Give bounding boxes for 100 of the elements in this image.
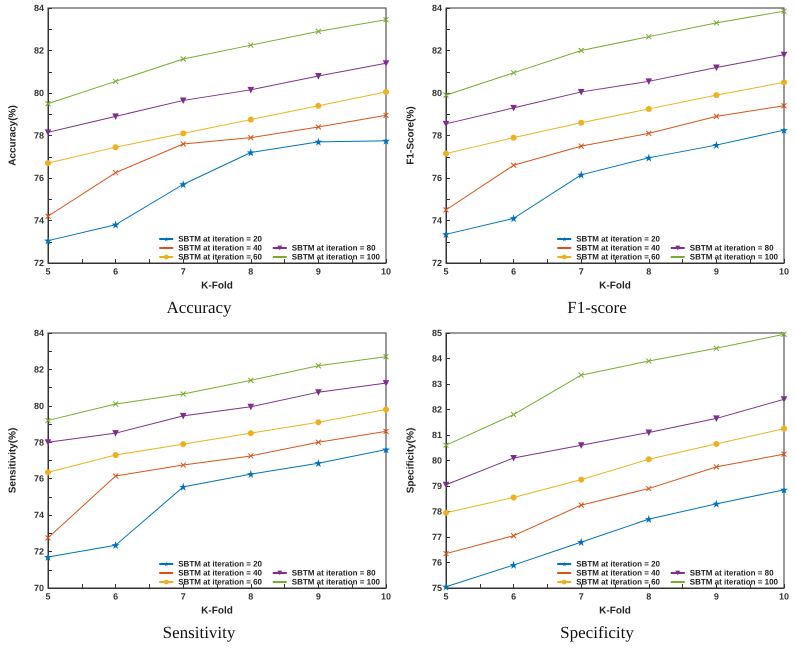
point bbox=[781, 79, 787, 86]
point bbox=[248, 116, 254, 123]
x-tick-label: 8 bbox=[646, 592, 652, 602]
y-tick-label: 82 bbox=[34, 364, 44, 374]
point bbox=[510, 532, 517, 539]
point bbox=[646, 358, 652, 364]
point bbox=[781, 102, 787, 109]
point bbox=[180, 97, 186, 104]
point bbox=[781, 8, 787, 14]
point bbox=[180, 56, 186, 62]
legend-label: SBTM at iteration = 80 bbox=[292, 568, 376, 578]
point bbox=[713, 113, 720, 120]
text: Accuracy bbox=[166, 298, 232, 317]
y-axis-title: Accuracy(%) bbox=[8, 105, 18, 166]
legend-label: SBTM at iteration = 60 bbox=[178, 578, 263, 586]
y-tick-label: 78 bbox=[432, 130, 442, 140]
y-tick-label: 81 bbox=[432, 430, 442, 440]
point bbox=[248, 134, 254, 141]
point bbox=[383, 406, 389, 412]
x-tick-label: 7 bbox=[180, 592, 186, 602]
point bbox=[248, 404, 254, 410]
legend-label: SBTM at iteration = 60 bbox=[576, 578, 661, 586]
y-tick-label: 84 bbox=[34, 3, 44, 13]
point bbox=[45, 160, 51, 166]
point bbox=[112, 78, 119, 84]
y-tick-label: 80 bbox=[432, 456, 442, 466]
point bbox=[315, 439, 322, 446]
point bbox=[781, 331, 787, 338]
point bbox=[578, 143, 584, 150]
x-tick-label: 9 bbox=[316, 592, 321, 602]
point bbox=[443, 150, 449, 157]
point bbox=[781, 52, 787, 58]
point bbox=[578, 372, 584, 378]
point bbox=[781, 396, 787, 402]
point bbox=[383, 88, 389, 95]
legend-label: SBTM at iteration = 20 bbox=[178, 234, 263, 244]
text: Sensitivity bbox=[162, 623, 236, 642]
point bbox=[315, 124, 322, 130]
point bbox=[713, 415, 720, 422]
y-tick-label: 80 bbox=[34, 88, 44, 98]
point bbox=[315, 28, 322, 34]
point bbox=[45, 534, 51, 541]
legend-label: SBTM at iteration = 60 bbox=[576, 252, 661, 262]
point bbox=[112, 472, 119, 479]
legend-label: SBTM at iteration = 20 bbox=[576, 234, 661, 244]
y-axis-title: Specificity(%) bbox=[406, 428, 416, 494]
y-tick-label: 84 bbox=[34, 328, 44, 338]
point bbox=[713, 92, 720, 98]
x-tick-label: 5 bbox=[45, 592, 51, 602]
point bbox=[180, 141, 186, 147]
x-tick-label: 6 bbox=[511, 266, 516, 276]
y-tick-label: 76 bbox=[34, 474, 44, 484]
y-tick-label: 74 bbox=[432, 216, 442, 226]
point bbox=[180, 462, 186, 468]
point bbox=[112, 113, 119, 120]
y-tick-label: 85 bbox=[432, 328, 442, 338]
legend-label: SBTM at iteration = 100 bbox=[690, 578, 779, 586]
y-tick-label: 78 bbox=[34, 130, 44, 140]
point bbox=[578, 120, 584, 126]
point bbox=[315, 102, 322, 109]
y-tick-label: 72 bbox=[34, 546, 44, 557]
point bbox=[45, 439, 51, 446]
x-tick-label: 7 bbox=[578, 592, 584, 602]
point bbox=[180, 412, 186, 419]
y-tick-label: 76 bbox=[432, 173, 442, 183]
point bbox=[578, 48, 584, 54]
x-axis-title: K-Fold bbox=[201, 280, 233, 292]
point bbox=[383, 112, 389, 118]
y-tick-label: 76 bbox=[432, 558, 442, 568]
x-tick-label: 10 bbox=[778, 592, 790, 602]
x-tick-label: 7 bbox=[180, 266, 186, 276]
x-tick-label: 5 bbox=[45, 266, 51, 276]
point bbox=[646, 34, 652, 40]
legend-label: SBTM at iteration = 80 bbox=[292, 244, 376, 252]
point bbox=[180, 391, 186, 398]
legend-label: SBTM at iteration = 40 bbox=[178, 244, 263, 252]
point bbox=[443, 442, 449, 448]
y-tick-label: 82 bbox=[34, 46, 44, 56]
x-tick-label: 8 bbox=[248, 592, 254, 602]
legend-label: SBTM at iteration = 20 bbox=[576, 560, 661, 568]
y-tick-label: 80 bbox=[34, 400, 44, 411]
x-tick-label: 6 bbox=[511, 592, 516, 602]
legend-label: SBTM at iteration = 40 bbox=[178, 568, 263, 578]
y-tick-label: 72 bbox=[34, 258, 44, 268]
point bbox=[383, 354, 389, 360]
point bbox=[180, 130, 186, 136]
point bbox=[781, 426, 787, 432]
point bbox=[578, 88, 584, 95]
point bbox=[578, 442, 584, 448]
point bbox=[112, 144, 119, 150]
point bbox=[646, 106, 652, 112]
point bbox=[315, 389, 322, 396]
x-tick-label: 6 bbox=[113, 266, 118, 276]
point bbox=[315, 419, 322, 426]
point bbox=[383, 380, 389, 386]
x-axis-title: K-Fold bbox=[201, 606, 233, 616]
legend-label: SBTM at iteration = 40 bbox=[576, 568, 661, 578]
y-tick-label: 78 bbox=[34, 437, 44, 448]
y-tick-label: 72 bbox=[432, 258, 442, 268]
point bbox=[646, 130, 652, 136]
